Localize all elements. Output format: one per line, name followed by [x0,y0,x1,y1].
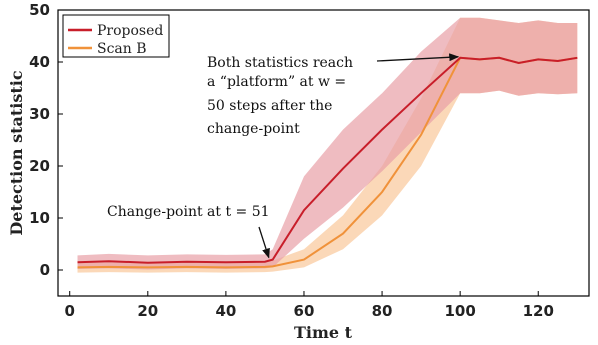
y-tick-label-30: 30 [29,105,50,123]
x-axis-title: Time t [294,323,353,342]
y-tick-label-20: 20 [29,157,50,175]
annotation-platform-arrow [376,53,460,62]
legend-box [62,14,170,58]
x-tick-label-100: 100 [444,302,475,320]
series-lines [77,56,578,269]
plot-frame [57,9,590,297]
x-tick-label-0: 0 [64,302,74,320]
band-proposed [77,17,578,270]
annotation-platform-line-4: change-point [207,121,300,137]
x-tick-label-120: 120 [523,302,554,320]
y-tick-label-40: 40 [29,53,50,71]
x-tick-label-60: 60 [294,302,315,320]
annotation-platform-line-3: 50 steps after the [207,98,332,114]
legend-label-proposed: Proposed [97,23,163,39]
annotation-change-point-arrow [258,226,270,259]
line-proposed [77,56,578,264]
x-tick-label-40: 40 [215,302,236,320]
x-tick-label-20: 20 [137,302,158,320]
confidence-bands [77,17,578,273]
annotation-platform: Both statistics reach a “platform” at w … [207,53,460,137]
y-tick-label-50: 50 [29,1,50,19]
axis-ticks: 0 20 40 60 80 100 120 0 10 20 30 40 50 [29,1,554,320]
legend-label-scan-b: Scan B [97,41,147,57]
y-tick-label-0: 0 [40,261,50,279]
annotation-change-point-text: Change-point at t = 51 [107,204,270,220]
y-axis-title: Detection statistic [7,70,26,235]
annotation-change-point: Change-point at t = 51 [107,204,270,259]
annotation-platform-line-2: a “platform” at w = [207,74,346,90]
annotation-platform-line-1: Both statistics reach [207,55,353,71]
legend: Proposed Scan B [62,14,170,58]
x-tick-label-80: 80 [372,302,393,320]
y-tick-label-10: 10 [29,209,50,227]
